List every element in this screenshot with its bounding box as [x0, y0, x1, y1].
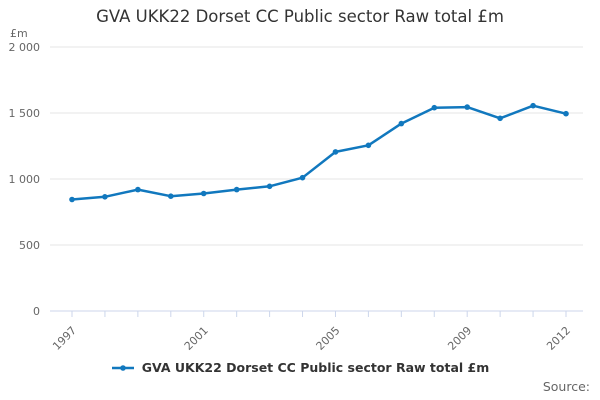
data-point-2006[interactable] [365, 142, 372, 149]
data-point-2009[interactable] [464, 104, 471, 110]
data-point-1997[interactable] [69, 196, 75, 203]
data-point-2011[interactable] [530, 102, 536, 109]
y-axis-unit-label: £m [10, 27, 28, 40]
data-point-2010[interactable] [497, 115, 503, 122]
data-point-2001[interactable] [200, 190, 207, 197]
y-axis-tick-label: 1 500 [9, 107, 41, 120]
x-axis-tick-label: 2012 [544, 324, 573, 353]
y-axis-tick-label: 2 000 [9, 41, 41, 54]
legend-line-marker-icon [111, 364, 134, 371]
data-point-2005[interactable] [332, 149, 339, 155]
data-point-2002[interactable] [233, 186, 240, 193]
chart-title: GVA UKK22 Dorset CC Public sector Raw to… [96, 7, 504, 26]
chart-canvas: 0 500 1 000 1 500 2 000 1997 2001 2005 2009 2012 [9, 41, 583, 353]
series-line [70, 104, 568, 201]
data-point-1999[interactable] [135, 186, 141, 193]
x-axis-tick-label: 2009 [445, 324, 474, 353]
data-point-1998[interactable] [102, 194, 108, 200]
y-axis-tick-label: 1 000 [9, 173, 41, 186]
data-point-2008[interactable] [431, 104, 438, 111]
data-point-2007[interactable] [398, 120, 405, 127]
data-point-2004[interactable] [299, 174, 306, 181]
y-axis-tick-label: 0 [33, 305, 40, 318]
data-point-2000[interactable] [168, 193, 174, 199]
data-point-2012[interactable] [563, 110, 569, 117]
x-axis-tick-label: 2005 [314, 324, 343, 353]
y-axis-tick-label: 500 [19, 239, 40, 252]
source-label: Source: [542, 379, 590, 394]
x-axis-tick-label: 1997 [50, 324, 79, 353]
x-axis-tick-label: 2001 [182, 324, 211, 353]
data-point-2003[interactable] [266, 183, 273, 190]
legend-label: GVA UKK22 Dorset CC Public sector Raw to… [141, 360, 490, 375]
legend-item[interactable]: GVA UKK22 Dorset CC Public sector Raw to… [0, 360, 600, 375]
